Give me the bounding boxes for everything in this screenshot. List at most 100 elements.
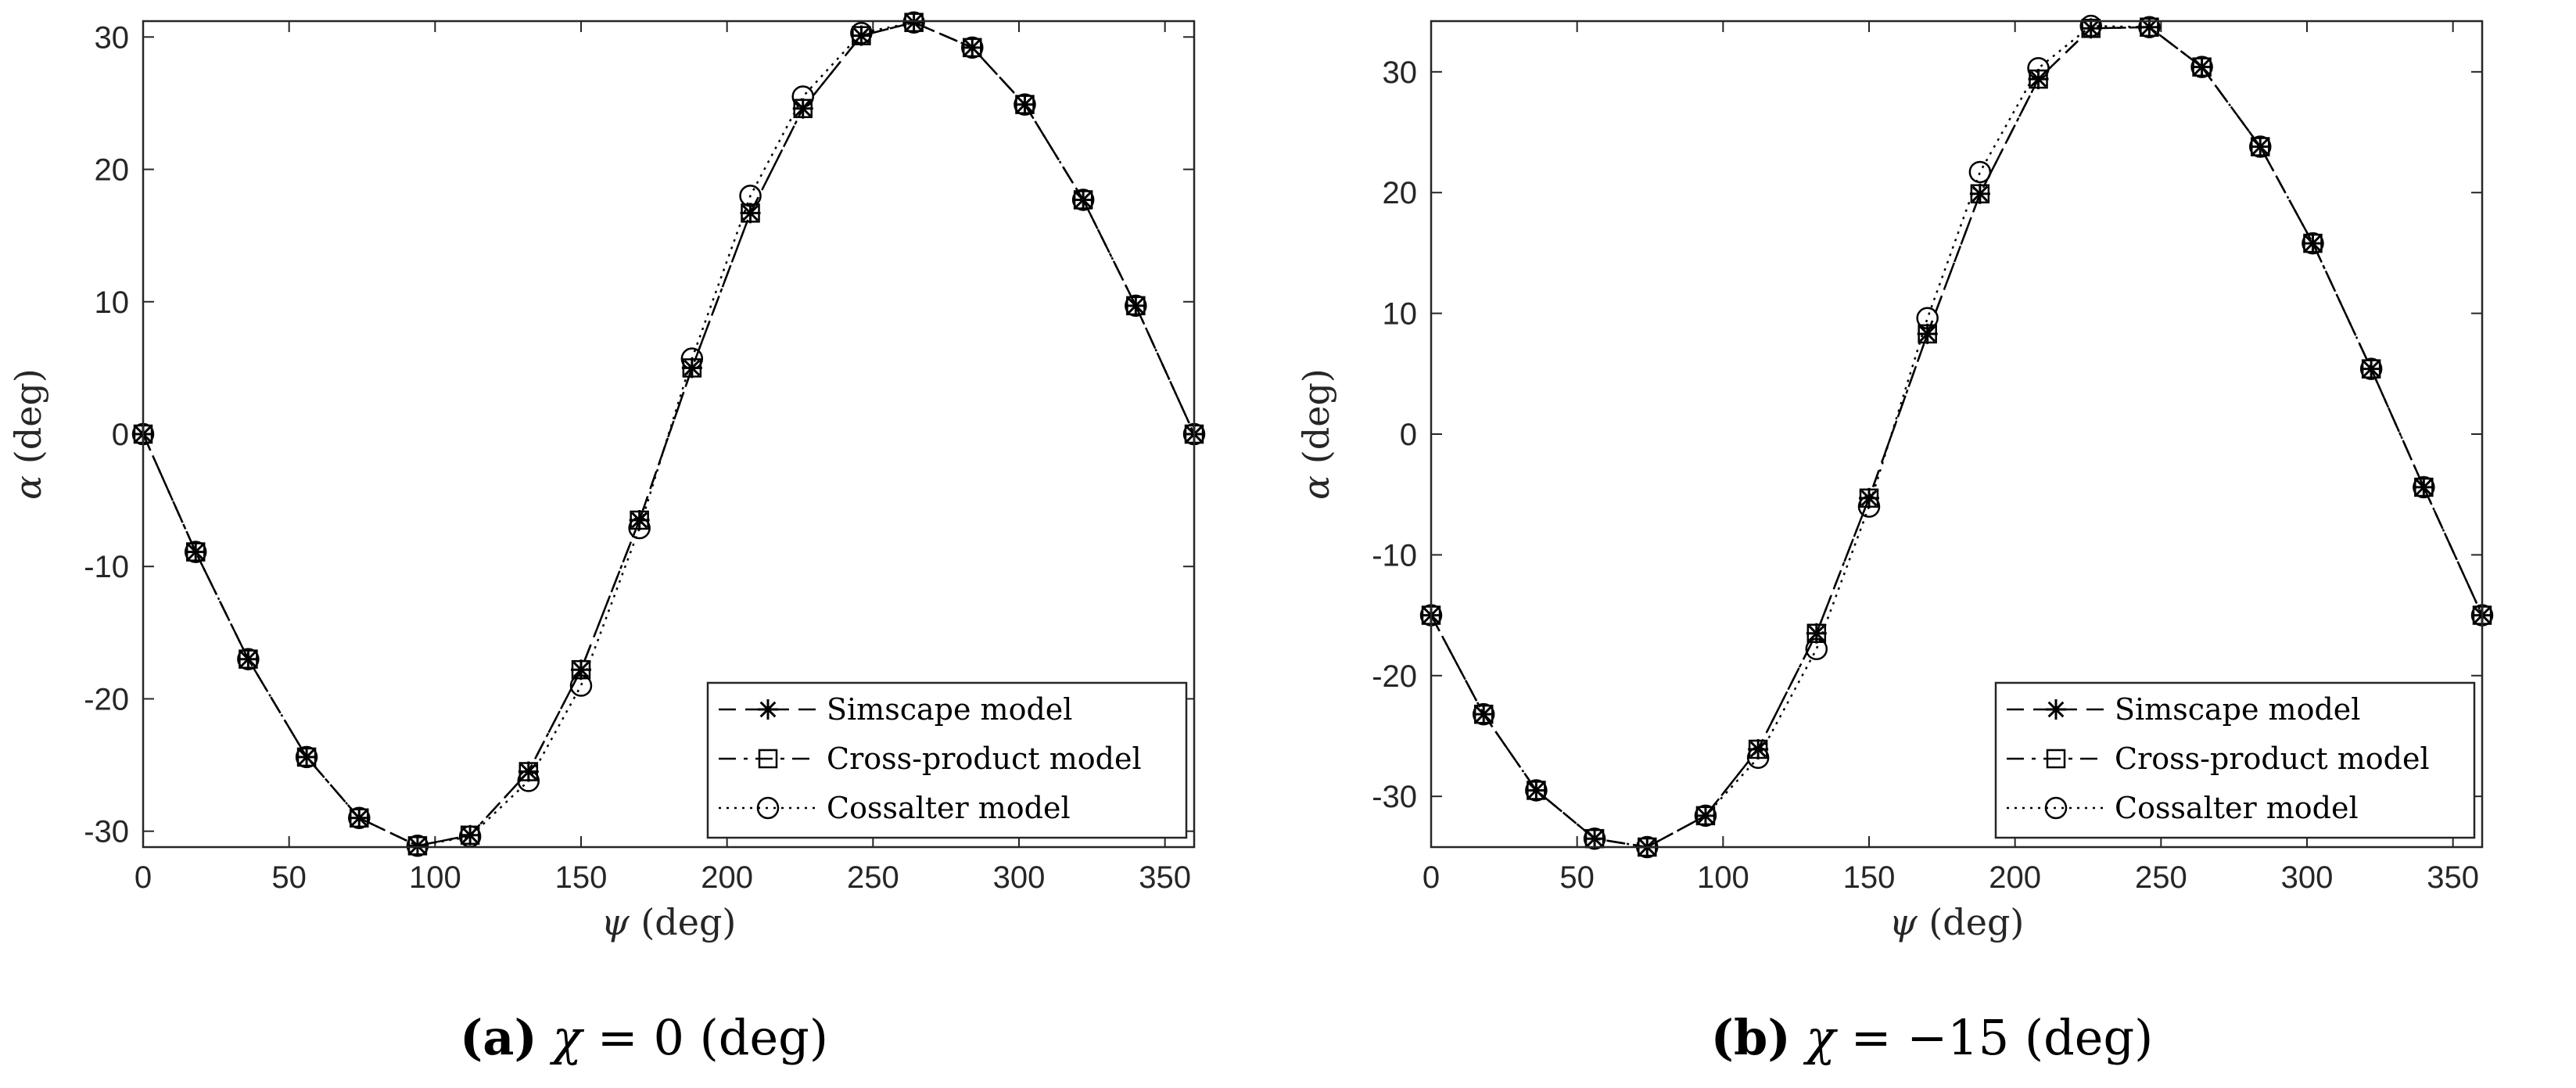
marker-circle-3 <box>1583 827 1606 850</box>
marker-square-12 <box>793 99 813 118</box>
caption-b-unit: (deg) <box>2024 1009 2154 1066</box>
marker-square-11 <box>2029 69 2048 89</box>
marker-circle-16 <box>2302 232 2324 255</box>
marker-circle-11 <box>739 185 762 207</box>
marker-circle-14 <box>902 11 925 34</box>
x-axis-unit: (deg) <box>1918 901 2025 943</box>
legend-marker-circle <box>756 796 780 820</box>
marker-circle-15 <box>961 36 984 59</box>
marker-circle-9 <box>1916 307 1939 330</box>
marker-circle-5 <box>1694 804 1717 828</box>
legend-item-circle: Cossalter model <box>719 791 1071 825</box>
marker-circle-1 <box>1472 702 1495 726</box>
marker-square-7 <box>1806 623 1827 643</box>
x-tick-label-150: 150 <box>1843 860 1896 895</box>
x-tick-label-0: 0 <box>1423 860 1440 895</box>
marker-square-13 <box>2140 17 2159 37</box>
marker-square-15 <box>963 38 982 58</box>
chart-b: 0 50 100 150 200 250 300 350 -30 -20 -10 0 10 20 30 ψ (… <box>1295 14 2494 943</box>
caption-a: (a) χ = 0 (deg) <box>0 1009 1288 1066</box>
x-tick-label-100: 100 <box>1697 860 1749 895</box>
series-line-circle <box>142 21 1196 847</box>
marker-square-4 <box>350 808 369 828</box>
marker-square-9 <box>1918 324 1937 344</box>
legend-item-circle: Cossalter model <box>2007 791 2359 825</box>
caption-a-symbol: χ <box>552 1009 583 1066</box>
marker-circle-18 <box>1125 294 1147 318</box>
x-tick-label-100: 100 <box>409 860 461 895</box>
x-tick-label-250: 250 <box>2135 860 2187 895</box>
chart-a: 0 50 100 150 200 250 300 350 -30 -20 -10 0 10 20 30 ψ (… <box>7 11 1206 943</box>
caption-a-equation: = 0 <box>582 1009 700 1066</box>
marker-circle-17 <box>2359 357 2383 380</box>
marker-square-13 <box>852 26 871 45</box>
marker-circle-15 <box>2249 135 2272 158</box>
marker-square-8 <box>1859 488 1879 508</box>
x-tick-label-200: 200 <box>701 860 753 895</box>
legend-marker-asterisk <box>2046 699 2066 720</box>
marker-square-18 <box>1126 296 1146 316</box>
legend-label-circle: Cossalter model <box>2115 791 2359 825</box>
marker-square-17 <box>1073 190 1093 210</box>
marker-circle-13 <box>2138 16 2161 38</box>
marker-square-15 <box>2251 137 2270 156</box>
marker-circle-14 <box>2190 56 2213 78</box>
marker-circle-17 <box>1071 189 1095 211</box>
legend: Simscape model Cross-product model Cossalt… <box>706 681 1188 839</box>
x-tick-label-150: 150 <box>555 860 608 895</box>
x-tick-label-0: 0 <box>135 860 152 895</box>
marker-square-11 <box>741 203 760 223</box>
y-axis-label: α (deg) <box>1295 368 1337 500</box>
marker-asterisk-1 <box>185 541 206 562</box>
marker-square-1 <box>1473 704 1494 724</box>
marker-circle-1 <box>184 540 207 563</box>
marker-square-5 <box>407 836 428 856</box>
marker-circle-6 <box>1746 746 1770 770</box>
marker-circle-8 <box>1857 495 1881 518</box>
y-axis-symbol: α <box>7 476 49 500</box>
caption-a-letter: (a) <box>459 1009 537 1066</box>
y-tick-label-0: 0 <box>112 418 129 452</box>
marker-square-2 <box>239 649 258 669</box>
legend-item-square: Cross-product model <box>719 741 1142 776</box>
legend-label-asterisk: Simscape model <box>827 692 1072 727</box>
marker-circle-4 <box>348 806 371 830</box>
marker-asterisk-3 <box>1584 828 1606 849</box>
marker-square-17 <box>2361 359 2381 379</box>
y-tick-label-30: 30 <box>1383 56 1418 90</box>
y-axis-symbol: α <box>1295 476 1337 500</box>
marker-circle-3 <box>295 745 318 769</box>
legend-item-asterisk: Simscape model <box>719 692 1072 727</box>
marker-circle-18 <box>2413 476 2435 499</box>
legend-marker-square <box>758 749 778 769</box>
y-tick-label--20: -20 <box>1372 659 1417 694</box>
marker-asterisk-10 <box>1969 183 1990 204</box>
caption-b: (b) χ = −15 (deg) <box>1288 1009 2576 1066</box>
y-tick-label-10: 10 <box>95 285 130 320</box>
marker-square-14 <box>904 13 924 32</box>
marker-asterisk-11 <box>740 203 761 224</box>
x-axis-symbol: ψ <box>601 901 630 943</box>
caption-b-letter: (b) <box>1710 1009 1791 1066</box>
marker-square-1 <box>185 542 206 562</box>
marker-circle-2 <box>237 648 260 670</box>
marker-square-14 <box>2192 57 2212 77</box>
y-tick-label-20: 20 <box>95 153 130 188</box>
marker-square-8 <box>571 659 591 680</box>
marker-square-16 <box>2303 233 2323 253</box>
x-tick-label-350: 350 <box>1139 860 1191 895</box>
legend: Simscape model Cross-product model Cossalt… <box>1994 681 2476 839</box>
marker-square-3 <box>296 747 317 767</box>
y-tick-label-30: 30 <box>95 20 130 55</box>
y-tick-label--30: -30 <box>1372 780 1417 814</box>
x-tick-label-350: 350 <box>2427 860 2479 895</box>
series-line-asterisk <box>1430 26 2484 849</box>
marker-square-10 <box>1970 184 1990 204</box>
axes-box <box>1430 20 2484 849</box>
marker-circle-10 <box>1968 160 1992 184</box>
x-tick-label-300: 300 <box>2281 860 2334 895</box>
axes-box <box>142 20 1196 849</box>
x-axis-label: ψ (deg) <box>1889 901 2025 943</box>
caption-a-unit: (deg) <box>699 1009 829 1066</box>
legend-label-square: Cross-product model <box>2115 741 2430 776</box>
